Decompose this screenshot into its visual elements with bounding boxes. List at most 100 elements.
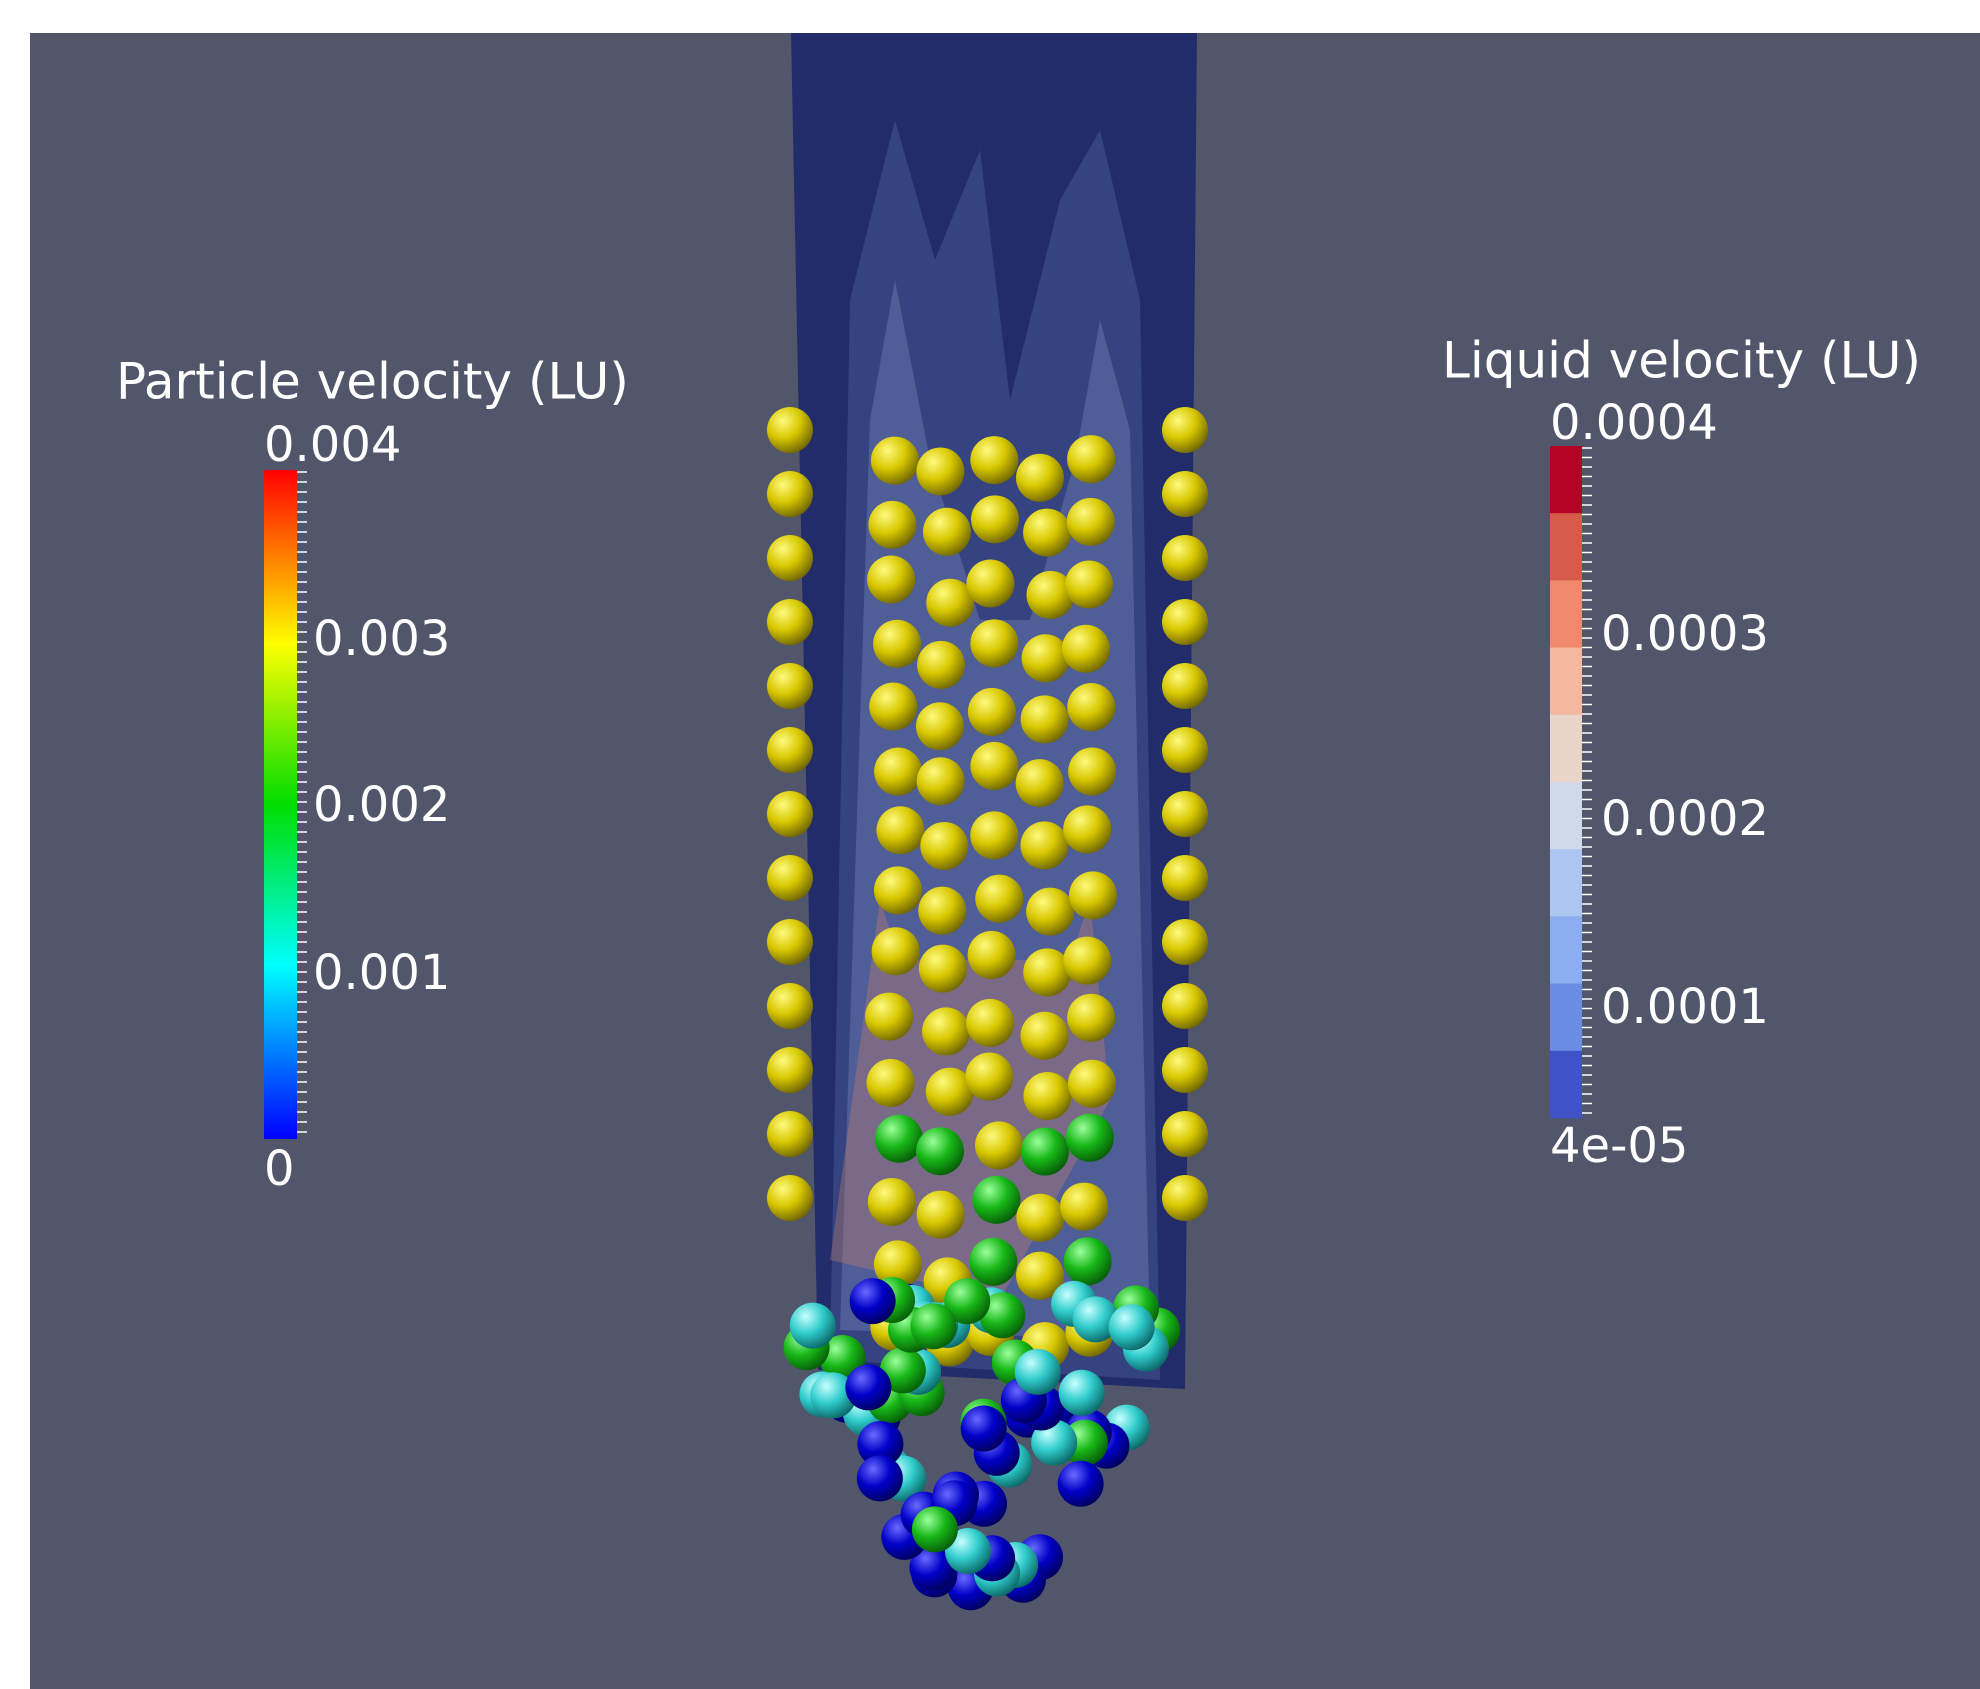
particle — [925, 1067, 974, 1116]
particle — [1015, 1251, 1064, 1300]
particle — [1031, 1419, 1078, 1466]
particle — [767, 663, 813, 709]
particle — [1162, 983, 1208, 1029]
particle — [969, 1237, 1018, 1286]
particle — [916, 447, 965, 496]
particle — [1162, 407, 1208, 453]
particle — [866, 1058, 915, 1107]
particle — [1014, 1348, 1061, 1395]
particle — [767, 535, 813, 581]
particle — [926, 578, 975, 627]
particle — [967, 930, 1016, 979]
particle — [975, 874, 1024, 923]
colorbar-band — [1550, 580, 1582, 649]
particle — [856, 1455, 903, 1502]
particle — [920, 821, 969, 870]
particle — [1015, 759, 1064, 808]
particle — [767, 471, 813, 517]
colorbar-label: 0.001 — [313, 945, 450, 1001]
particle — [1063, 805, 1112, 854]
colorbar — [264, 470, 297, 1139]
particle — [767, 599, 813, 645]
particle — [1063, 1237, 1112, 1286]
particle — [970, 811, 1019, 860]
colorbar-label: 0.003 — [313, 611, 450, 667]
particle — [868, 500, 917, 549]
particle — [1023, 948, 1072, 997]
particle — [965, 1052, 1014, 1101]
particle — [810, 1372, 857, 1419]
colorbar-band — [1550, 983, 1582, 1052]
particle — [1162, 855, 1208, 901]
particle — [1015, 453, 1064, 502]
particle — [1162, 535, 1208, 581]
particle — [1162, 791, 1208, 837]
colorbar-label: 0.0002 — [1601, 791, 1769, 847]
particle — [915, 1127, 964, 1176]
particle — [1057, 1460, 1104, 1507]
colorbar-label: 0 — [264, 1141, 295, 1197]
particle — [1026, 570, 1075, 619]
particle — [922, 507, 971, 556]
colorbar-band — [1550, 647, 1582, 716]
particle — [974, 1121, 1023, 1170]
particle — [979, 1292, 1026, 1339]
colorbar-label: 0.004 — [264, 417, 401, 473]
particle — [918, 886, 967, 935]
particle — [1060, 1182, 1109, 1231]
colorbar-band — [1550, 714, 1582, 783]
particle — [1067, 435, 1116, 484]
particle — [1061, 624, 1110, 673]
colorbar-band — [1550, 446, 1582, 514]
particle — [767, 407, 813, 453]
particle — [867, 1177, 916, 1226]
colorbar-band — [1550, 1050, 1582, 1119]
particle — [1020, 695, 1069, 744]
particle — [1023, 1071, 1072, 1120]
colorbar-band — [1550, 849, 1582, 917]
particle — [767, 727, 813, 773]
particle — [849, 1278, 896, 1325]
particle — [767, 983, 813, 1029]
particle — [869, 682, 918, 731]
colorbar-label: 0.0004 — [1550, 395, 1718, 451]
colorbar-label: 0.0003 — [1601, 606, 1769, 662]
particle — [873, 1240, 922, 1289]
particle — [917, 640, 966, 689]
particle — [970, 495, 1019, 544]
particle — [767, 1111, 813, 1157]
particle — [944, 1278, 991, 1325]
particle — [767, 1047, 813, 1093]
particle — [918, 944, 967, 993]
legend-title: Particle velocity (LU) — [116, 353, 629, 411]
particle — [1162, 471, 1208, 517]
particle — [1058, 1369, 1105, 1416]
particle — [1067, 1059, 1116, 1108]
colorbar-label: 0.002 — [313, 777, 450, 833]
particle — [915, 702, 964, 751]
particle — [873, 866, 922, 915]
particle — [970, 436, 1019, 485]
particle — [911, 1506, 958, 1553]
particle — [910, 1303, 957, 1350]
particle — [879, 1347, 926, 1394]
particle — [873, 619, 922, 668]
particle — [767, 1175, 813, 1221]
particle — [1162, 1175, 1208, 1221]
particle — [1016, 1193, 1065, 1242]
particle — [857, 1421, 904, 1468]
particle — [1162, 1047, 1208, 1093]
particle — [767, 791, 813, 837]
particle — [767, 855, 813, 901]
particle — [876, 806, 925, 855]
particle — [1023, 508, 1072, 557]
particle — [871, 927, 920, 976]
particle — [970, 741, 1019, 790]
particle — [944, 1528, 991, 1575]
particle — [967, 687, 1016, 736]
particle — [767, 919, 813, 965]
particle — [1020, 1011, 1069, 1060]
particle — [867, 555, 916, 604]
particle — [1067, 683, 1116, 732]
